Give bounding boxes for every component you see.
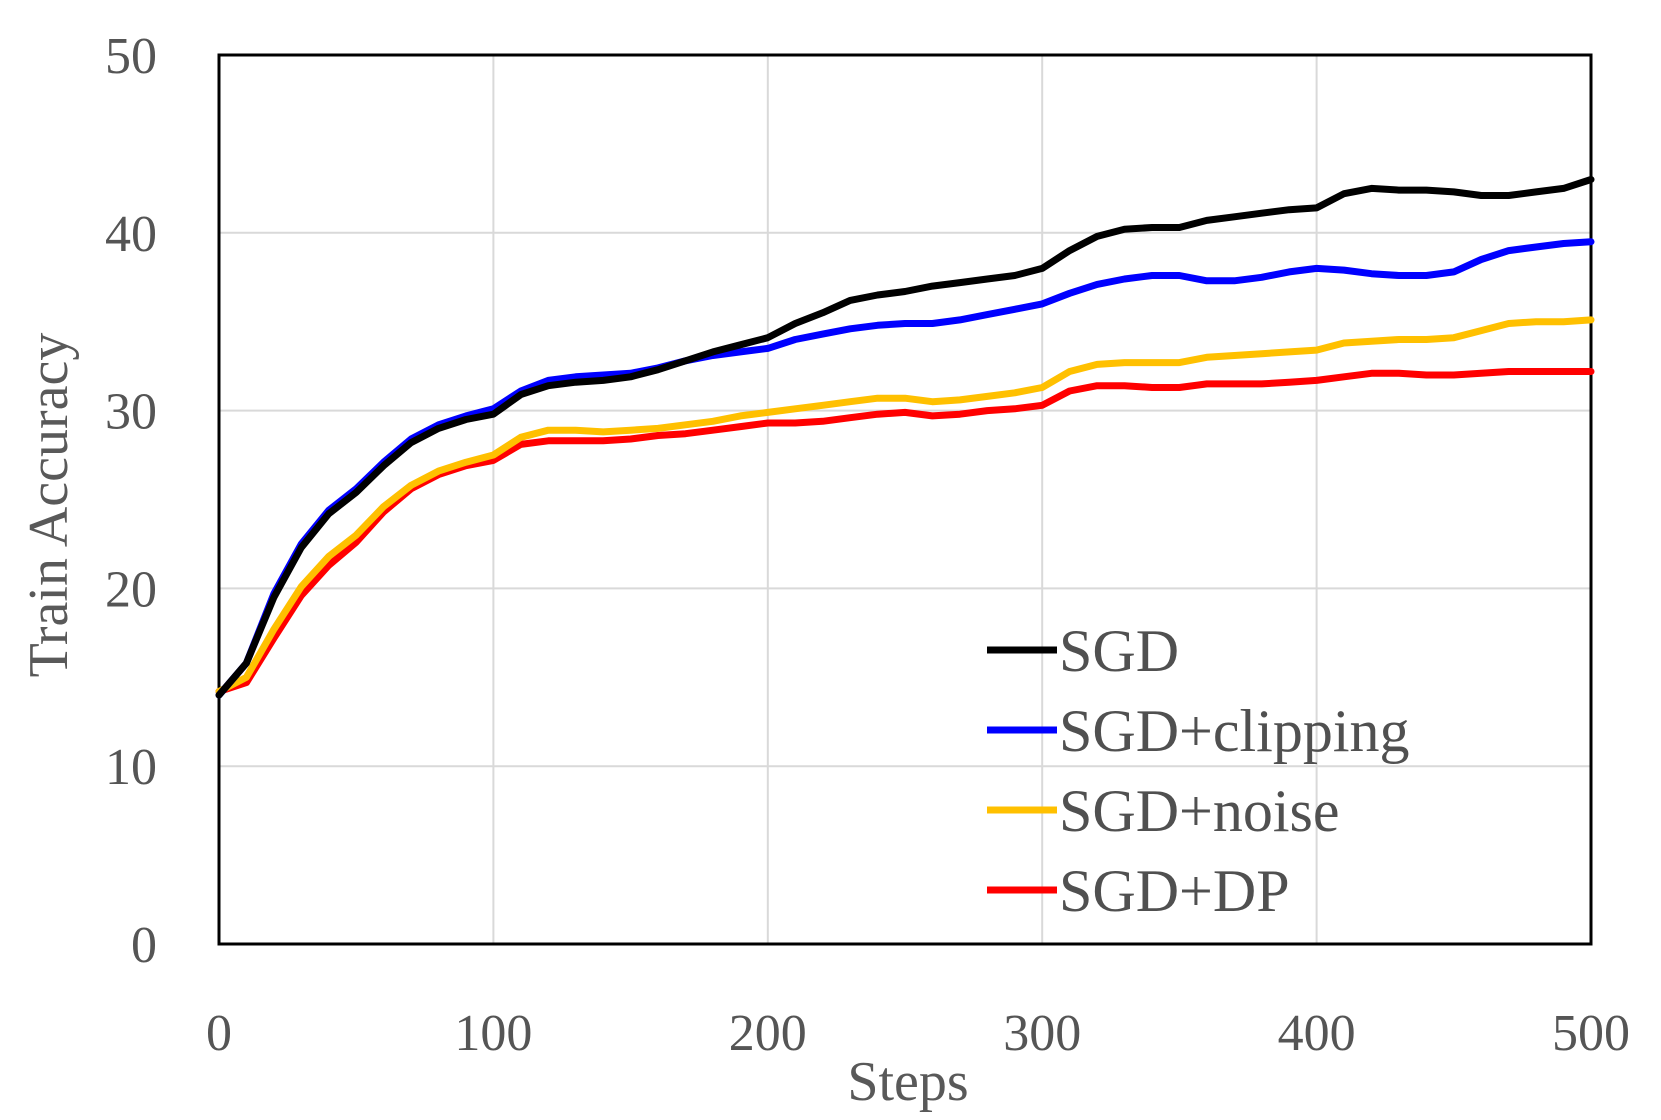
series-lines [215, 176, 1595, 699]
x-tick-label: 0 [206, 1005, 232, 1062]
y-axis-tick-labels: 0 10 20 30 40 50 [105, 28, 157, 974]
x-axis-title: Steps [847, 1051, 968, 1113]
x-tick-label: 400 [1278, 1005, 1356, 1062]
y-tick-label: 50 [105, 28, 157, 85]
legend-label: SGD+clipping [1059, 698, 1410, 764]
plot-area-frame [217, 53, 1593, 946]
x-tick-label: 500 [1552, 1005, 1630, 1062]
legend-label: SGD [1059, 618, 1179, 684]
y-tick-label: 0 [131, 917, 157, 974]
legend-item: SGD+clipping [987, 698, 1410, 764]
y-tick-label: 10 [105, 739, 157, 796]
series-line-sgd-dp [215, 368, 1595, 695]
legend-item: SGD [987, 618, 1179, 684]
y-axis-title: Train Accuracy [18, 333, 80, 678]
x-tick-label: 200 [729, 1005, 807, 1062]
y-tick-label: 40 [105, 206, 157, 263]
series-line-sgd-noise [215, 316, 1595, 695]
y-tick-label: 20 [105, 561, 157, 618]
legend-item: SGD+DP [987, 858, 1290, 924]
legend: SGD SGD+clipping SGD+noise SGD+DP [987, 618, 1410, 924]
legend-label: SGD+DP [1059, 858, 1290, 924]
series-line-sgd-clipping [215, 238, 1595, 699]
legend-label: SGD+noise [1059, 778, 1340, 844]
legend-item: SGD+noise [987, 778, 1340, 844]
x-tick-label: 300 [1003, 1005, 1081, 1062]
x-axis-tick-labels: 0 100 200 300 400 500 [206, 1005, 1630, 1062]
series-line-sgd [215, 176, 1595, 699]
y-tick-label: 30 [105, 384, 157, 441]
x-tick-label: 100 [454, 1005, 532, 1062]
